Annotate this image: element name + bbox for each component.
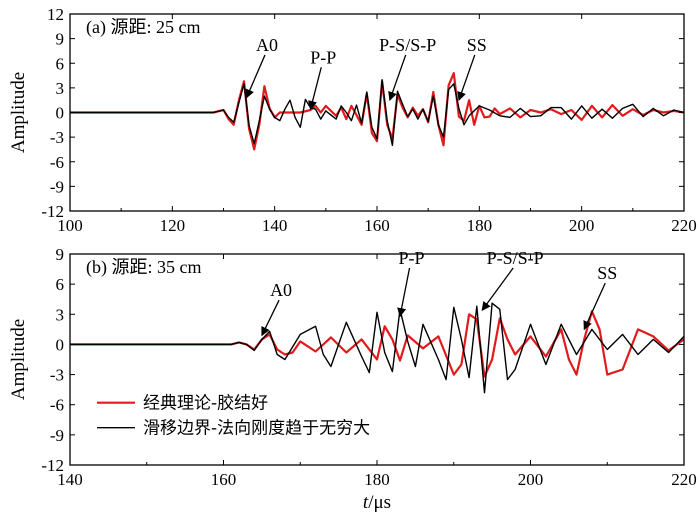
panel-b: 140 160 180 200 220 -12 -9 -6 -3 0 3 6 9 Amplitude (b)…	[8, 245, 697, 513]
y-tick-label: 9	[56, 245, 65, 264]
annotation-label: SS	[467, 35, 487, 55]
x-axis-title-var: t	[363, 492, 369, 513]
annotation-arrow	[583, 282, 606, 331]
x-tick-label: 200	[518, 470, 544, 489]
series-line-slip	[70, 78, 685, 147]
annotation-arrow	[397, 267, 411, 318]
x-tick-label: 200	[569, 216, 595, 235]
y-tick-label: 3	[56, 79, 65, 98]
legend-label: 经典理论-胶结好	[143, 394, 268, 414]
y-tick-label: -6	[50, 396, 64, 415]
y-axis-title: Amplitude	[8, 72, 29, 153]
panel-title: (a) 源距: 25 cm	[86, 17, 200, 38]
y-tick-label: -9	[50, 426, 64, 445]
x-tick-label: 220	[671, 470, 697, 489]
y-tick-label: -6	[50, 153, 64, 172]
x-axis-title-unit: /μs	[368, 492, 391, 513]
x-tick-label: 160	[364, 216, 390, 235]
x-tick-label: 180	[364, 470, 390, 489]
y-tick-label: 6	[56, 275, 65, 294]
annotation-arrow	[308, 67, 322, 111]
annotation-arrow	[388, 54, 407, 102]
panel-title: (b) 源距: 35 cm	[86, 257, 201, 278]
y-tick-label: -3	[50, 128, 64, 147]
panel-a: 100 120 140 160 180 200 220 -12 -9 -6 -3 0 3 6 9 12 Ampl…	[8, 5, 697, 235]
x-tick-label: 160	[211, 470, 237, 489]
y-tick-label: -9	[50, 177, 64, 196]
x-tick-label: 180	[467, 216, 493, 235]
x-tick-label: 140	[262, 216, 288, 235]
annotation-arrow	[457, 54, 476, 102]
annotation-label: SS	[597, 263, 617, 283]
annotation-arrow	[245, 54, 266, 99]
annotation-label: P-S/S-P	[379, 35, 436, 55]
y-tick-label: -12	[41, 202, 64, 221]
annotation-label: P-P	[399, 248, 425, 268]
x-tick-label: 120	[160, 216, 186, 235]
annotation-label: A0	[270, 280, 292, 300]
y-axis-title: Amplitude	[8, 319, 29, 400]
y-tick-label: 6	[56, 54, 65, 73]
y-tick-label: 3	[56, 305, 65, 324]
y-tick-label: 12	[47, 5, 64, 24]
annotation-arrow	[261, 299, 280, 337]
y-tick-label: 9	[56, 30, 65, 49]
x-axis-title: t/μs	[363, 492, 391, 513]
y-tick-label: -12	[41, 456, 64, 475]
x-tick-label: 100	[57, 216, 83, 235]
x-tick-label: 220	[671, 216, 697, 235]
series-line-slip	[70, 302, 685, 394]
annotation-label: A0	[256, 35, 278, 55]
annotation-arrow	[481, 267, 514, 312]
legend-label: 滑移边界-法向刚度趋于无穷大	[143, 419, 370, 439]
y-tick-label: -3	[50, 366, 64, 385]
y-tick-label: 0	[56, 335, 65, 354]
annotation-label: P-P	[310, 47, 336, 67]
annotation-label: P-S/S-P	[487, 248, 544, 268]
x-tick-label: 140	[57, 470, 83, 489]
y-tick-label: 0	[56, 104, 65, 123]
